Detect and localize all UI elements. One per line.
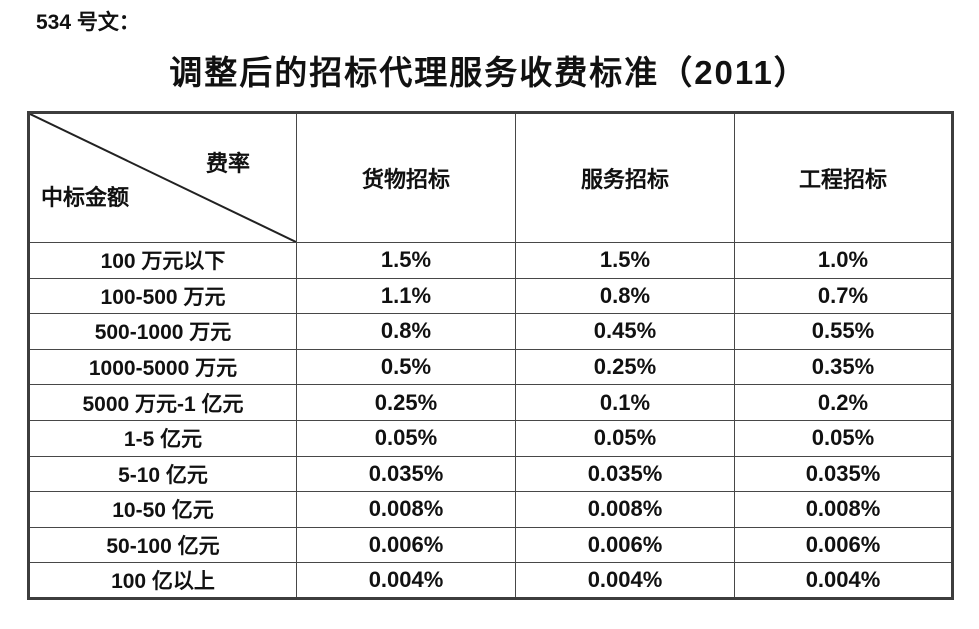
rate-value-cell: 1.0% [734,242,953,279]
rate-value-cell: 0.006% [515,526,735,564]
row-label-amount-range: 100 万元以下 [28,242,297,279]
rate-value-cell: 0.05% [296,419,516,457]
row-label-amount-range: 100 亿以上 [28,562,297,599]
rate-value-cell: 0.008% [296,491,516,528]
rate-value-cell: 0.05% [515,419,735,457]
rate-value-cell: 1.5% [296,242,516,279]
row-label-amount-range: 500-1000 万元 [28,313,297,350]
rate-value-cell: 0.25% [296,384,516,421]
column-header-service-tender: 服务招标 [515,112,735,243]
rate-value-cell: 0.008% [734,491,953,528]
table-row: 10-50 亿元 0.008% 0.008% 0.008% [28,491,953,528]
rate-value-cell: 0.1% [515,384,735,421]
rate-value-cell: 0.004% [296,562,516,599]
rate-value-cell: 0.05% [734,419,953,457]
row-label-amount-range: 1000-5000 万元 [28,348,297,386]
row-label-amount-range: 50-100 亿元 [28,526,297,564]
fee-table: 费率 中标金额 货物招标 服务招标 工程招标 100 万元以下 1.5% 1.5% 1… [27,111,954,600]
table-row: 5-10 亿元 0.035% 0.035% 0.035% [28,455,953,493]
column-header-goods-tender: 货物招标 [296,112,516,243]
rate-value-cell: 0.2% [734,384,953,421]
rate-value-cell: 0.25% [515,348,735,386]
doc-number-label: 534 号文： [36,11,140,34]
page-title: 调整后的招标代理服务收费标准（2011） [169,54,809,91]
table-row: 100-500 万元 1.1% 0.8% 0.7% [28,277,953,315]
rate-value-cell: 0.035% [515,455,735,493]
row-label-amount-range: 10-50 亿元 [28,491,297,528]
rate-value-cell: 0.035% [296,455,516,493]
rate-value-cell: 1.1% [296,277,516,315]
rate-value-cell: 0.035% [734,455,953,493]
header-row: 费率 中标金额 货物招标 服务招标 工程招标 [28,112,953,243]
rate-value-cell: 0.45% [515,313,735,350]
table-row: 50-100 亿元 0.006% 0.006% 0.006% [28,526,953,564]
row-label-amount-range: 1-5 亿元 [28,419,297,457]
corner-rate-label: 费率 [205,151,250,176]
fee-table-body: 100 万元以下 1.5% 1.5% 1.0% 100-500 万元 1.1% 0.8% 0.… [28,242,953,599]
table-row: 5000 万元-1 亿元 0.25% 0.1% 0.2% [28,384,953,421]
rate-value-cell: 0.006% [296,526,516,564]
diagonal-divider-line [30,114,296,242]
row-label-amount-range: 100-500 万元 [28,277,297,315]
rate-value-cell: 0.5% [296,348,516,386]
rate-value-cell: 0.008% [515,491,735,528]
rate-value-cell: 0.004% [734,562,953,599]
corner-amount-label: 中标金额 [41,185,130,210]
table-row: 100 亿以上 0.004% 0.004% 0.004% [28,562,953,599]
rate-value-cell: 1.5% [515,242,735,279]
rate-value-cell: 0.006% [734,526,953,564]
table-row: 1-5 亿元 0.05% 0.05% 0.05% [28,419,953,457]
rate-value-cell: 0.8% [296,313,516,350]
table-row: 100 万元以下 1.5% 1.5% 1.0% [28,242,953,279]
rate-value-cell: 0.55% [734,313,953,350]
column-header-engineering-tender: 工程招标 [734,112,953,243]
row-label-amount-range: 5-10 亿元 [28,455,297,493]
rate-value-cell: 0.7% [734,277,953,315]
rate-value-cell: 0.8% [515,277,735,315]
rate-value-cell: 0.004% [515,562,735,599]
table-row: 500-1000 万元 0.8% 0.45% 0.55% [28,313,953,350]
corner-header-cell: 费率 中标金额 [28,112,297,243]
rate-value-cell: 0.35% [734,348,953,386]
row-label-amount-range: 5000 万元-1 亿元 [28,384,297,421]
table-row: 1000-5000 万元 0.5% 0.25% 0.35% [28,348,953,386]
